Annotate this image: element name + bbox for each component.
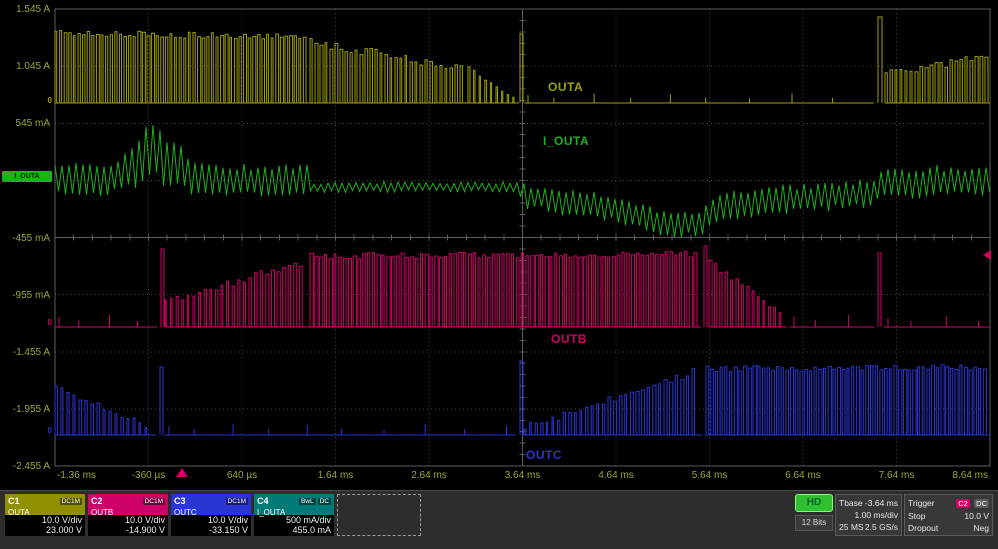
y-axis-label: -1.455 A — [12, 346, 50, 358]
channel-offset-value: -14.900 V — [125, 525, 165, 535]
x-axis-label: -360 µs — [131, 470, 166, 481]
channel-id-label: C3 — [174, 496, 186, 506]
channel-offset-value: 455.0 mA — [292, 525, 331, 535]
hd-badge: HD — [795, 494, 833, 512]
trigger-type: Dropout — [908, 523, 939, 533]
channel-descriptor-c4[interactable]: C4 BwL DC I_OUTA 500 mA/div 455.0 mA — [254, 494, 334, 536]
channel-id-label: C4 — [257, 496, 269, 506]
channel-id-label: C1 — [8, 496, 20, 506]
channel-scale-value: 10.0 V/div — [207, 515, 248, 525]
coupling-badge: DC1M — [225, 498, 248, 505]
y-axis-label: -1.955 A — [12, 403, 50, 415]
channel-offset-value: 23.000 V — [45, 525, 82, 535]
hd-bits-label: 12 Bits — [795, 515, 833, 531]
trace-label-outa: OUTA — [548, 80, 584, 94]
y-axis-label: -455 mA — [12, 232, 50, 244]
waveform-display[interactable]: 1.545 A 1.045 A 545 mA -455 mA -955 mA -1.455… — [0, 0, 998, 490]
y-axis-label: -955 mA — [12, 289, 50, 301]
x-axis-label: -1.36 ms — [57, 470, 96, 481]
trace-label-outb: OUTB — [551, 332, 587, 346]
trace-label-outc: OUTC — [526, 448, 562, 462]
timebase-scale: 1.00 ms/div — [854, 510, 898, 520]
channel-zero-tag-i_outa[interactable]: I_OUTA — [2, 171, 52, 182]
channel-descriptor-c2[interactable]: C2 DC1M OUTB 10.0 V/div -14.900 V — [88, 494, 168, 536]
timebase-offset: -3.64 ms — [864, 498, 898, 508]
y-axis-label: 1.545 A — [16, 4, 50, 15]
x-axis-label: 2.64 ms — [411, 470, 447, 481]
y-axis-label: 1.045 A — [16, 61, 50, 73]
x-axis-label: 8.64 ms — [952, 470, 988, 481]
x-axis-label: 6.64 ms — [785, 470, 821, 481]
channel-name-label: OUTA — [8, 508, 30, 517]
channel-descriptor-c1[interactable]: C1 DC1M OUTA 10.0 V/div 23.000 V — [5, 494, 85, 536]
x-axis-label: 3.64 ms — [504, 470, 541, 481]
trigger-source-badge: C2 — [956, 499, 970, 508]
zero-marker-c3[interactable]: 0 — [47, 426, 52, 435]
y-axis-label: 545 mA — [15, 118, 50, 130]
channel-scale-value: 500 mA/div — [285, 515, 331, 525]
hd-indicator[interactable]: HD 12 Bits — [795, 494, 833, 536]
trace-outc[interactable] — [54, 360, 990, 436]
zero-marker-c1[interactable]: 0 — [47, 96, 52, 105]
x-axis-label: 4.64 ms — [598, 470, 634, 481]
trace-i_outa[interactable] — [54, 125, 990, 238]
x-axis-label: 5.64 ms — [691, 470, 728, 481]
trigger-descriptor[interactable]: Trigger C2 DC Stop 10.0 V Dropout Neg — [904, 494, 993, 536]
channel-descriptor-c3[interactable]: C3 DC1M OUTC 10.0 V/div -33.150 V — [171, 494, 251, 536]
channel-offset-value: -33.150 V — [208, 525, 248, 535]
zero-marker-c2[interactable]: 0 — [47, 318, 52, 327]
channel-id-label: C2 — [91, 496, 103, 506]
trace-outa[interactable] — [54, 16, 990, 104]
trigger-mode: Stop — [908, 511, 926, 521]
channel-scale-value: 10.0 V/div — [41, 515, 82, 525]
y-axis-label: -2.455 A — [12, 461, 50, 472]
trace-outb[interactable] — [55, 245, 990, 328]
x-axis-label: 7.64 ms — [878, 470, 915, 481]
timebase-samples: 25 MS — [839, 522, 864, 532]
channel-scale-value: 10.0 V/div — [124, 515, 165, 525]
x-axis-label: 640 µs — [226, 470, 258, 481]
x-axis-label: 1.64 ms — [317, 470, 354, 481]
trigger-level: 10.0 V — [964, 511, 989, 521]
timebase-descriptor[interactable]: Tbase -3.64 ms 1.00 ms/div 25 MS 2.5 GS/… — [835, 494, 902, 536]
coupling-badge: DC — [317, 498, 331, 505]
graticule — [54, 8, 991, 477]
trace-label-i_outa: I_OUTA — [543, 134, 590, 148]
timebase-rate: 2.5 GS/s — [864, 522, 898, 532]
channel-name-label: I_OUTA — [257, 508, 286, 517]
channel-name-label: OUTC — [174, 508, 197, 517]
status-bar: C1 DC1M OUTA 10.0 V/div 23.000 V C2 DC1M OUTB 10… — [0, 490, 998, 549]
trigger-label: Trigger — [908, 498, 935, 508]
timebase-label: Tbase — [839, 498, 863, 508]
empty-trace-slot[interactable] — [337, 494, 421, 536]
trigger-time-marker[interactable] — [176, 468, 188, 477]
coupling-badge: BwL — [298, 498, 316, 505]
trigger-level-marker[interactable] — [983, 250, 991, 260]
coupling-badge: DC1M — [142, 498, 165, 505]
coupling-badge: DC1M — [59, 498, 82, 505]
trigger-coupling-badge: DC — [974, 499, 989, 508]
channel-name-label: OUTB — [91, 508, 114, 517]
trigger-slope: Neg — [973, 523, 989, 533]
